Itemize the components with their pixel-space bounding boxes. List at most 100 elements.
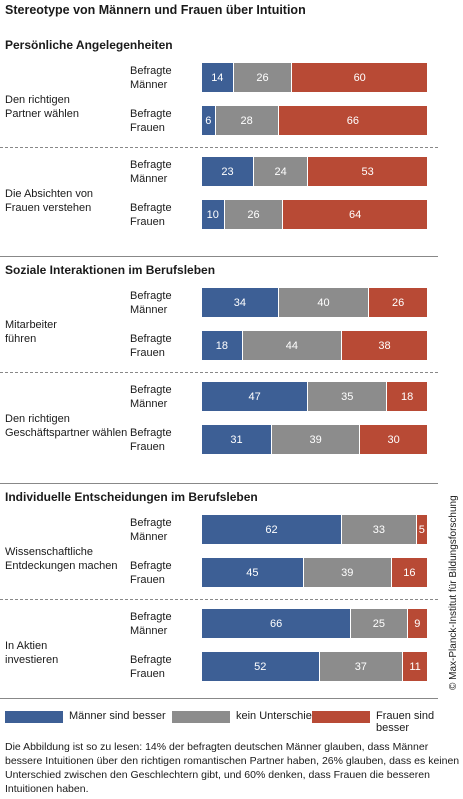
value-label: 26 [256, 71, 269, 84]
bar-segment: 62 [202, 515, 343, 544]
bar-segment: 34 [202, 288, 279, 317]
section-title: Soziale Interaktionen im Berufsleben [5, 263, 216, 277]
row-label: Befragte Männer [130, 65, 172, 91]
row-label: Befragte Frauen [130, 560, 172, 586]
value-label: 64 [349, 208, 362, 221]
value-label: 66 [269, 617, 283, 630]
item-divider [0, 147, 438, 148]
row-label: Befragte Männer [130, 159, 172, 185]
value-label: 26 [247, 208, 260, 221]
value-label: 6 [205, 114, 212, 127]
row-label: Befragte Frauen [130, 333, 172, 359]
value-label: 38 [378, 339, 391, 352]
legend-swatch [312, 711, 370, 723]
row-label: Befragte Frauen [130, 427, 172, 453]
bar-segment: 6 [202, 106, 216, 135]
legend-label: Frauen sind besser [376, 710, 435, 734]
row-label: Befragte Frauen [130, 202, 172, 228]
value-label: 60 [353, 71, 366, 84]
section-divider [0, 483, 438, 484]
row-label: Befragte Frauen [130, 654, 172, 680]
value-label: 34 [233, 296, 247, 309]
bar-segment: 45 [202, 558, 304, 587]
bar-segment: 25 [351, 609, 408, 638]
bar-segment: 26 [369, 288, 428, 317]
bar-segment: 33 [342, 515, 417, 544]
copyright: © Max-Planck-Institut für Bildungsforsch… [448, 495, 459, 690]
chart-title: Stereotype von Männern und Frauen über I… [5, 3, 306, 17]
value-label: 30 [387, 433, 400, 446]
value-label: 11 [409, 660, 421, 673]
legend-swatch [172, 711, 230, 723]
bar-segment: 66 [202, 609, 352, 638]
section-divider [0, 256, 438, 257]
bar-segment: 44 [242, 331, 343, 360]
value-label: 40 [317, 296, 330, 309]
bar-segment: 35 [308, 382, 388, 411]
value-label: 47 [248, 390, 261, 403]
item-divider [0, 599, 438, 600]
value-label: 35 [341, 390, 354, 403]
footnote: Die Abbildung ist so zu lesen: 14% der b… [5, 741, 460, 795]
value-label: 66 [346, 114, 360, 127]
item-divider [0, 372, 438, 373]
bar-segment: 26 [224, 200, 284, 229]
value-label: 37 [354, 660, 367, 673]
value-label: 45 [246, 566, 259, 579]
bar-segment: 47 [202, 382, 309, 411]
section-title: Individuelle Entscheidungen im Berufsleb… [5, 490, 258, 504]
bar-segment: 40 [278, 288, 370, 317]
value-label: 39 [341, 566, 354, 579]
value-label: 26 [391, 296, 405, 309]
legend-swatch [5, 711, 63, 723]
value-label: 14 [211, 71, 224, 84]
value-label: 24 [274, 165, 287, 178]
item-label: Den richtigen Geschäftspartner wählen [5, 413, 128, 439]
bar-segment: 30 [360, 425, 428, 454]
bar-segment: 66 [278, 106, 428, 135]
value-label: 18 [401, 390, 414, 403]
bar-segment: 14 [202, 63, 234, 92]
value-label: 23 [221, 165, 234, 178]
bar-segment: 53 [308, 157, 428, 186]
bar-segment: 5 [416, 515, 428, 544]
value-label: 9 [414, 617, 421, 630]
value-label: 28 [240, 114, 253, 127]
section-title: Persönliche Angelegenheiten [5, 38, 173, 52]
item-label: In Aktien investieren [5, 640, 59, 666]
row-label: Befragte Männer [130, 611, 172, 637]
bar-segment: 39 [303, 558, 392, 587]
bar-segment: 16 [391, 558, 428, 587]
bar-segment: 9 [407, 609, 428, 638]
bar-segment: 18 [387, 382, 428, 411]
value-label: 25 [372, 617, 386, 630]
bar-segment: 24 [253, 157, 309, 186]
value-label: 18 [215, 339, 228, 352]
bar-segment: 39 [272, 425, 361, 454]
legend-label: Männer sind besser [69, 710, 166, 722]
bar-segment: 52 [202, 652, 320, 681]
item-label: Den richtigen Partner wählen [5, 94, 79, 120]
value-label: 16 [403, 566, 416, 579]
row-label: Befragte Männer [130, 384, 172, 410]
value-label: 31 [230, 433, 243, 446]
legend-divider [0, 698, 438, 699]
bar-segment: 18 [202, 331, 243, 360]
row-label: Befragte Frauen [130, 108, 172, 134]
bar-segment: 10 [202, 200, 225, 229]
bar-segment: 23 [202, 157, 254, 186]
value-label: 53 [361, 165, 374, 178]
bar-segment: 64 [283, 200, 428, 229]
value-label: 62 [265, 523, 278, 536]
bar-segment: 11 [403, 652, 428, 681]
bar-segment: 26 [233, 63, 293, 92]
value-label: 33 [372, 523, 386, 536]
value-label: 10 [206, 208, 219, 221]
bar-segment: 28 [215, 106, 279, 135]
item-label: Wissenschaftliche Entdeckungen machen [5, 546, 118, 572]
item-label: Die Absichten von Frauen verstehen [5, 188, 94, 214]
bar-segment: 60 [292, 63, 428, 92]
bar-segment: 37 [319, 652, 404, 681]
value-label: 44 [285, 339, 299, 352]
